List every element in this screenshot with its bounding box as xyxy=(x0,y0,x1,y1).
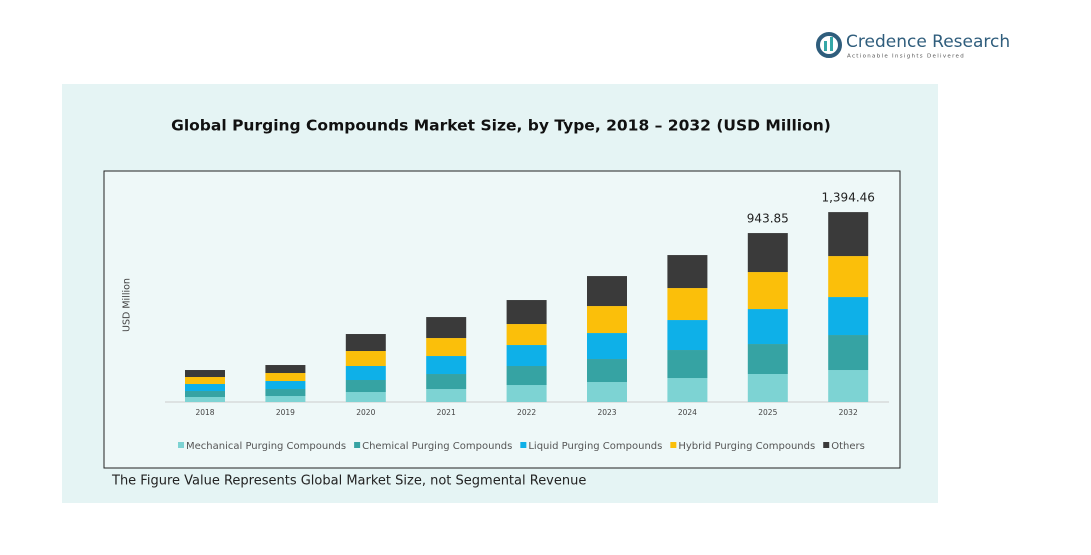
bar-segment xyxy=(747,309,788,345)
bar-segment xyxy=(667,350,708,379)
bar-segment xyxy=(587,382,627,402)
logo-icon xyxy=(816,32,842,58)
legend-swatch xyxy=(520,442,527,448)
logo-icon-bar xyxy=(824,41,827,51)
legend-label: Liquid Purging Compounds xyxy=(528,441,662,452)
x-tick-label: 2019 xyxy=(276,408,295,417)
bar-segment xyxy=(185,391,225,398)
bar-segment xyxy=(747,374,788,402)
total-label: 1,394.46 xyxy=(821,191,874,205)
bar-segment xyxy=(185,397,225,402)
bar-segment xyxy=(667,320,708,351)
x-tick-label: 2018 xyxy=(195,408,214,417)
bar-segment xyxy=(265,389,306,397)
bar-segment xyxy=(747,233,788,273)
chart-title: Global Purging Compounds Market Size, by… xyxy=(171,117,831,135)
bar-segment xyxy=(426,389,467,402)
x-tick-label: 2025 xyxy=(758,408,777,417)
bar-segment xyxy=(506,300,547,325)
logo-icon-bar xyxy=(830,37,833,51)
legend-label: Hybrid Purging Compounds xyxy=(678,441,815,452)
legend-swatch xyxy=(178,442,184,448)
bar-segment xyxy=(667,378,708,402)
logo-tagline: Actionable Insights Delivered xyxy=(847,54,965,60)
legend-swatch xyxy=(354,442,361,448)
bar-segment xyxy=(185,384,225,392)
bar-segment xyxy=(828,370,869,402)
bar-segment xyxy=(265,396,306,402)
bar-segment xyxy=(587,276,627,307)
footnote: The Figure Value Represents Global Marke… xyxy=(111,474,586,489)
bar-segment xyxy=(265,381,306,390)
bar-segment xyxy=(265,373,306,382)
bar-segment xyxy=(506,345,547,367)
bar-segment xyxy=(828,297,869,336)
bar-segment xyxy=(828,335,869,371)
logo: Credence Research Actionable Insights De… xyxy=(816,32,1010,60)
bar-segment xyxy=(747,344,788,375)
bar-segment xyxy=(345,392,386,402)
legend-swatch xyxy=(670,442,677,448)
bar-segment xyxy=(667,288,708,321)
x-tick-label: 2032 xyxy=(839,408,858,417)
legend-label: Chemical Purging Compounds xyxy=(362,441,512,452)
x-tick-label: 2020 xyxy=(356,408,375,417)
total-label: 943.85 xyxy=(747,212,789,226)
legend-label: Mechanical Purging Compounds xyxy=(186,441,346,452)
bar-segment xyxy=(747,272,788,310)
x-tick-label: 2023 xyxy=(597,408,616,417)
bar-segment xyxy=(828,212,869,257)
bar-segment xyxy=(265,365,306,374)
bar-segment xyxy=(506,324,547,346)
bar-segment xyxy=(345,351,386,367)
bar-segment xyxy=(185,370,225,378)
x-tick-label: 2024 xyxy=(678,408,697,417)
x-tick-label: 2021 xyxy=(437,408,456,417)
bar-segment xyxy=(667,255,708,289)
bar-segment xyxy=(185,377,225,385)
bar-segment xyxy=(587,359,627,383)
bar-segment xyxy=(587,306,627,334)
bar-segment xyxy=(506,385,547,402)
bar-segment xyxy=(506,366,547,386)
bar-segment xyxy=(426,338,467,357)
bar-segment xyxy=(345,334,386,352)
x-tick-label: 2022 xyxy=(517,408,536,417)
bar-segment xyxy=(426,374,467,390)
legend-swatch xyxy=(823,442,830,448)
bar-segment xyxy=(426,317,467,339)
logo-name: Credence Research xyxy=(846,32,1010,52)
y-axis-label: USD Million xyxy=(122,278,133,332)
bar-segment xyxy=(345,366,386,381)
bar-segment xyxy=(426,356,467,375)
legend-label: Others xyxy=(831,441,865,452)
bar-segment xyxy=(345,380,386,393)
bar-segment xyxy=(587,333,627,360)
bar-segment xyxy=(828,256,869,298)
